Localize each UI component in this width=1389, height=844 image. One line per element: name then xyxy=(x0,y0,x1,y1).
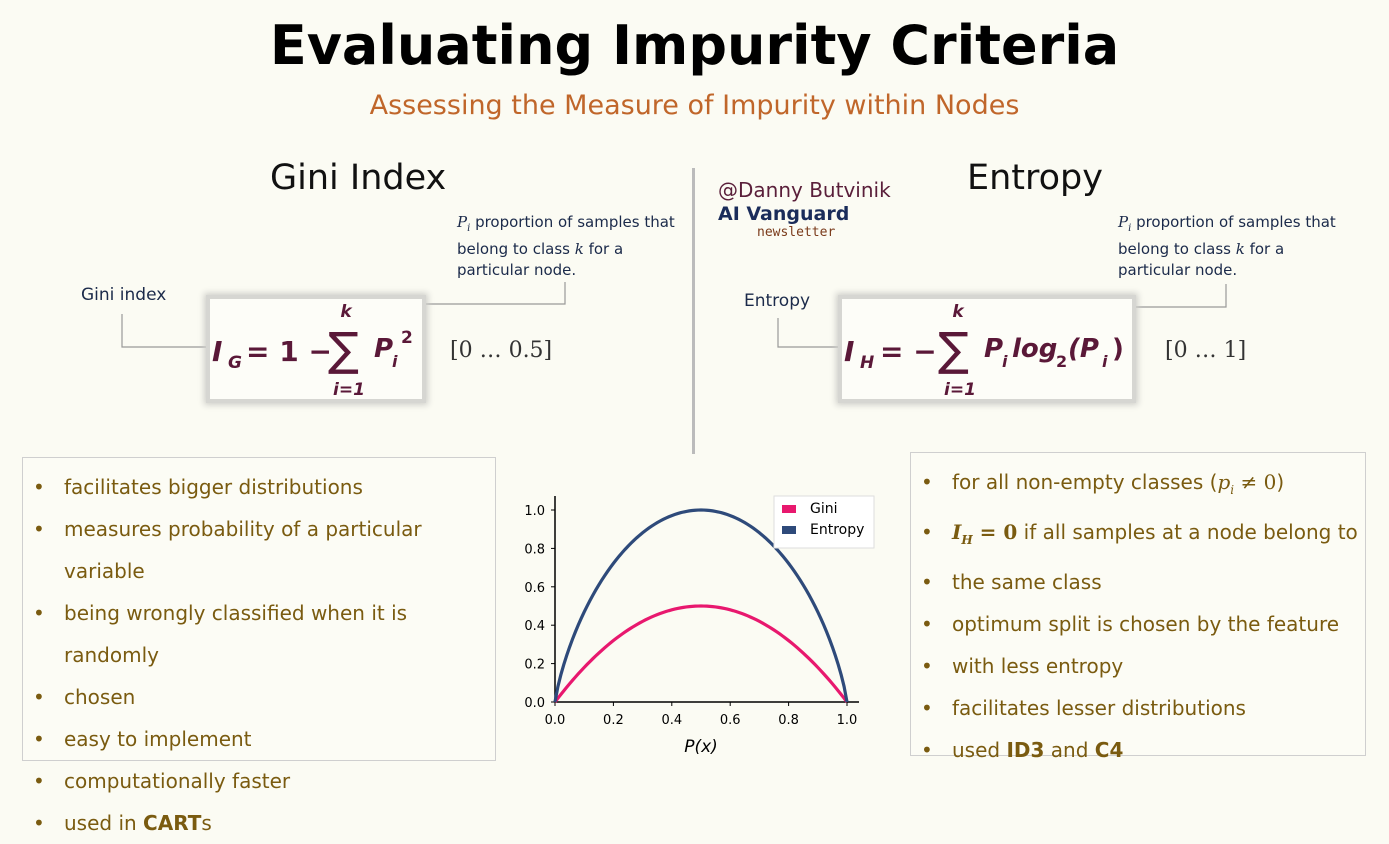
gini-properties-panel: facilitates bigger distributions measure… xyxy=(22,457,496,844)
entropy-heading: Entropy xyxy=(967,158,1103,198)
legend-box xyxy=(773,495,875,549)
brand-tag: newsletter xyxy=(757,225,836,240)
list-item: measures probability of a particular var… xyxy=(23,508,495,592)
x-axis-label: P(x) xyxy=(684,737,718,757)
y-tick-label: 0.6 xyxy=(524,581,545,596)
list-item: facilitates bigger distributions xyxy=(23,466,495,508)
legend-label-gini: Gini xyxy=(810,501,838,517)
x-tick-label: 0.6 xyxy=(720,713,741,728)
list-item: computationally faster xyxy=(23,760,495,802)
y-tick-label: 0.2 xyxy=(524,658,545,673)
entropy-bullet-list: for all non-empty classes (pi ≠ 0) IH = … xyxy=(911,461,1365,771)
page-title: Evaluating Impurity Criteria xyxy=(269,14,1120,77)
entropy-eq: = − xyxy=(880,335,937,368)
gini-note: Pi proportion of samples that belong to … xyxy=(457,213,675,279)
list-item: easy to implement xyxy=(23,718,495,760)
list-item: IH = 0 if all samples at a node belong t… xyxy=(911,511,1365,561)
entropy-properties-panel: for all non-empty classes (pi ≠ 0) IH = … xyxy=(910,452,1366,771)
entropy-note: Pi proportion of samples that belong to … xyxy=(1118,213,1336,279)
list-item: being wrongly classified when it is rand… xyxy=(23,592,495,676)
legend-swatch-entropy xyxy=(782,526,796,534)
legend-swatch-gini xyxy=(782,505,796,513)
series-line-gini xyxy=(553,604,849,703)
gini-term-sub: i xyxy=(392,352,398,371)
entropy-formula: I H = − ∑ k i=1 P i log 2 (P i ) xyxy=(844,302,1124,400)
entropy-log: log xyxy=(1012,334,1057,364)
gini-sigma: ∑ xyxy=(328,322,359,376)
y-tick-label: 1.0 xyxy=(524,504,545,519)
entropy-range: [0 … 1] xyxy=(1165,338,1247,363)
gini-range: [0 … 0.5] xyxy=(450,338,553,363)
legend-label-entropy: Entropy xyxy=(810,522,864,538)
entropy-log-sub: 2 xyxy=(1056,352,1067,371)
gini-term: P xyxy=(374,334,393,364)
entropy-arg-sub: i xyxy=(1102,352,1108,371)
entropy-lhs-sub: H xyxy=(860,353,874,373)
y-tick-label: 0.0 xyxy=(524,696,545,711)
x-tick-label: 0.0 xyxy=(545,713,566,728)
x-tick-label: 0.4 xyxy=(661,713,682,728)
gini-formula-box xyxy=(206,295,426,403)
entropy-sum-top: k xyxy=(952,302,965,322)
entropy-sum-bottom: i=1 xyxy=(944,380,976,400)
gini-sum-bottom: i=1 xyxy=(333,380,365,400)
gini-lhs-sub: G xyxy=(228,353,242,373)
entropy-sigma: ∑ xyxy=(938,322,969,376)
list-item: facilitates lesser distributions xyxy=(911,687,1365,729)
list-item: optimum split is chosen by the feature xyxy=(911,603,1365,645)
gini-sum-top: k xyxy=(340,302,353,322)
center-divider xyxy=(692,168,695,454)
gini-label-connector xyxy=(121,314,208,348)
list-item: for all non-empty classes (pi ≠ 0) xyxy=(911,461,1365,511)
list-item: the same class xyxy=(911,561,1365,603)
entropy-arg-open: (P xyxy=(1068,334,1099,364)
gini-lhs: I xyxy=(212,335,222,368)
entropy-label: Entropy xyxy=(744,291,811,311)
gini-term-sup: 2 xyxy=(401,328,413,348)
author-credit: @Danny Butvinik xyxy=(718,178,891,202)
gini-label: Gini index xyxy=(81,285,167,305)
x-tick-label: 0.8 xyxy=(778,713,799,728)
impurity-chart: 0.0 0.2 0.4 0.6 0.8 1.0 0.0 0.2 0.4 0.6 0.8 1.0 P(x)… xyxy=(524,495,875,757)
entropy-term-sub: i xyxy=(1002,352,1008,371)
gini-formula: I G = 1 − ∑ k i=1 P i 2 xyxy=(212,302,413,400)
entropy-formula-box xyxy=(838,295,1136,403)
list-item: chosen xyxy=(23,676,495,718)
entropy-term: P xyxy=(984,334,1003,364)
y-tick-label: 0.4 xyxy=(524,619,545,634)
list-item: used ID3 and C4 xyxy=(911,729,1365,771)
x-tick-label: 1.0 xyxy=(837,713,858,728)
list-item: used in CARTs xyxy=(23,802,495,844)
page-subtitle: Assessing the Measure of Impurity within… xyxy=(369,90,1020,121)
brand-name: AI Vanguard xyxy=(718,203,850,225)
list-item: with less entropy xyxy=(911,645,1365,687)
y-tick-label: 0.8 xyxy=(524,542,545,557)
x-tick-label: 0.2 xyxy=(603,713,624,728)
entropy-label-connector xyxy=(777,318,840,348)
gini-bullet-list: facilitates bigger distributions measure… xyxy=(23,466,495,844)
entropy-lhs: I xyxy=(844,335,854,368)
gini-heading: Gini Index xyxy=(270,158,447,198)
gini-eq: = 1 − xyxy=(246,335,332,368)
entropy-arg-close: ) xyxy=(1112,334,1124,364)
series-line-entropy xyxy=(553,508,849,703)
